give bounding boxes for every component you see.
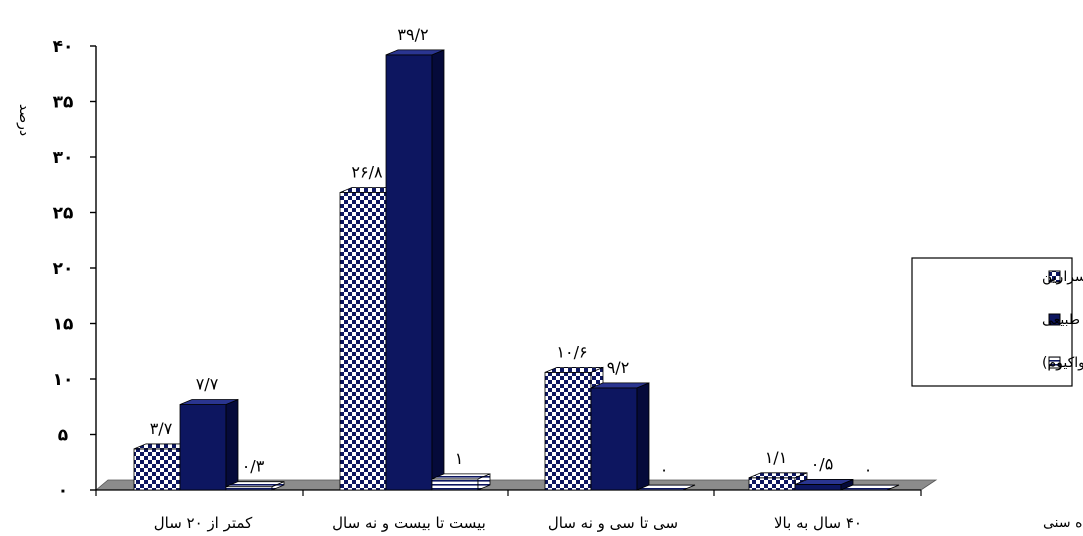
legend-label: سزارین — [1042, 269, 1083, 285]
data-label: ۷/۷ — [196, 375, 219, 394]
data-label: ۳/۷ — [150, 419, 173, 438]
x-axis-label: محدوده سنی — [1043, 515, 1083, 531]
bar — [840, 484, 900, 491]
bar — [179, 398, 239, 491]
data-label: ۹/۲ — [607, 358, 630, 377]
legend-label: وسیله (واکیوم) — [1042, 355, 1083, 371]
legend-box — [911, 257, 1073, 387]
data-label: ۳۹/۲ — [397, 25, 428, 44]
legend-label: زایمان طبیعی — [1042, 312, 1083, 328]
bar — [636, 484, 696, 491]
bar — [794, 478, 854, 491]
data-label: ۰ — [864, 460, 873, 479]
bar — [590, 382, 650, 491]
y-tick-label: ۱۵ — [53, 315, 74, 335]
legend-item: سزارین — [1042, 269, 1083, 285]
y-tick-label: ۲۰ — [53, 259, 74, 279]
data-label: ۰/۵ — [811, 454, 834, 473]
y-tick-label: ۳۵ — [53, 93, 74, 113]
data-label: ۱۰/۶ — [556, 342, 587, 361]
bar — [385, 49, 445, 491]
y-tick-label: ۱۰ — [53, 370, 74, 390]
legend-item: وسیله (واکیوم) — [1042, 355, 1083, 371]
y-axis-label: درصد — [16, 104, 32, 136]
y-tick-label: ۲۵ — [53, 204, 74, 224]
category-label: ۴۰ سال به بالا — [774, 514, 862, 532]
legend-item: زایمان طبیعی — [1042, 312, 1083, 328]
legend: سزارین زایمان طبیعی وسیله (واکیوم) — [911, 257, 1083, 387]
bar — [225, 481, 285, 491]
y-tick-label: ۳۰ — [53, 148, 74, 168]
category-label: کمتر از ۲۰ سال — [154, 514, 253, 532]
data-label: ۰/۳ — [242, 457, 265, 476]
bar — [748, 472, 808, 491]
data-labels: ۳/۷ ۷/۷ ۰/۳ ۲۶/۸ ۳۹/۲ ۱ ۱۰/۶ ۹/۲ ۰ ۱/۱ ۰/۵ ۰ — [150, 25, 873, 479]
bars — [133, 49, 900, 491]
category-labels: کمتر از ۲۰ سال بیست تا بیست و نه سال سی تا… — [154, 514, 862, 532]
data-label: ۲۶/۸ — [351, 163, 383, 182]
y-tick-label: ۰ — [58, 481, 68, 501]
data-label: ۱/۱ — [765, 448, 788, 467]
data-label: ۰ — [660, 460, 669, 479]
y-tick-label: ۴۰ — [53, 37, 74, 57]
data-label: ۱ — [455, 449, 464, 468]
y-tick-label: ۵ — [58, 426, 68, 446]
category-label: بیست تا بیست و نه سال — [332, 514, 486, 532]
category-label: سی تا سی و نه سال — [548, 514, 678, 532]
bar — [431, 473, 491, 491]
